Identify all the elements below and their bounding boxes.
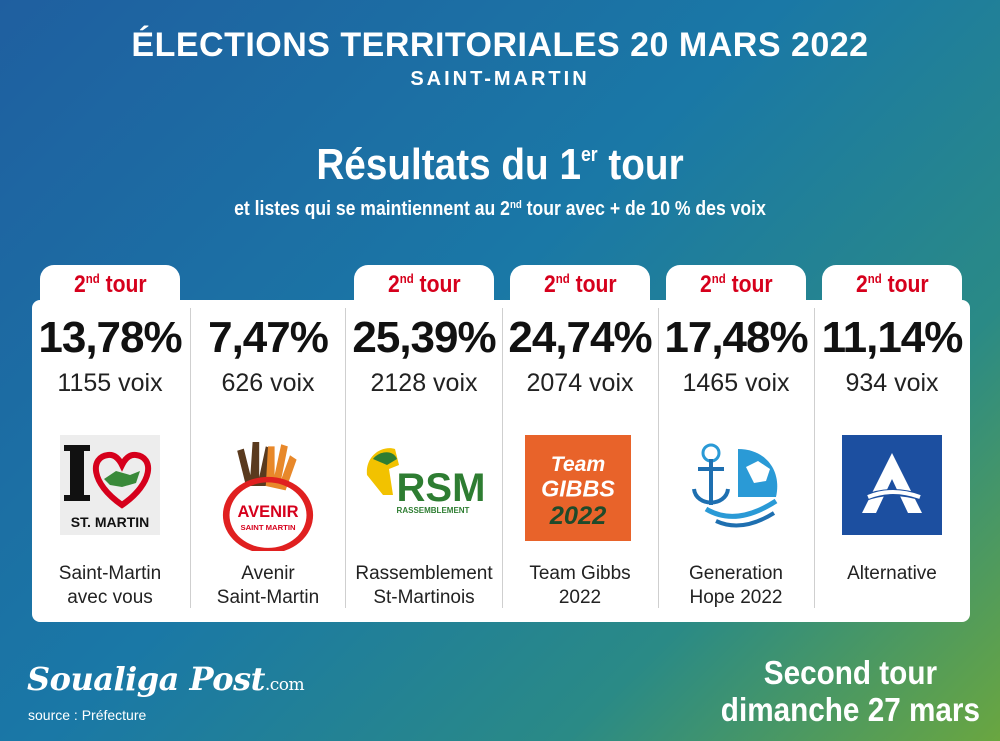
list-votes: 934 voix [845,369,939,397]
i-love-st-martin-logo: ST. MARTIN [60,435,160,535]
generation-hope-logo [692,443,778,528]
list-percentage: 25,39% [352,313,496,362]
list-votes: 2074 voix [526,369,634,397]
results-title: Résultats du 1er tour [316,140,684,189]
team-gibbs-logo: Team GIBBS 2022 [525,435,631,541]
list-votes: 2128 voix [370,369,478,397]
list-percentage: 7,47% [208,313,329,362]
list-column: 2nd tour 25,39% 2128 voix RSM RASSEMBLEM… [346,265,502,622]
list-name: Rassemblement St-Martinois [355,563,493,608]
column-divider [814,308,815,608]
source-note: source : Préfecture [28,707,147,723]
alternative-logo [842,435,942,535]
list-column: 2nd tour 11,14% 934 voix Alternative [814,265,970,622]
list-votes: 1465 voix [682,369,790,397]
list-name: Team Gibbs 2022 [529,563,631,608]
list-column: 2nd tour 13,78% 1155 voix ST. MARTIN Sai… [32,265,188,622]
svg-text:RSM: RSM [397,466,486,510]
column-divider [190,308,191,608]
list-column: 2nd tour 24,74% 2074 voix Team GIBBS 202… [502,265,658,622]
results-subtitle: et listes qui se maintiennent au 2nd tou… [234,198,766,220]
second-tour-tab: 2nd tour [354,265,494,305]
list-name: Saint-Martin avec vous [58,563,162,608]
svg-text:ST. MARTIN: ST. MARTIN [71,514,150,530]
list-name: Generation Hope 2022 [688,563,783,608]
svg-text:2022: 2022 [549,502,607,530]
list-percentage: 13,78% [38,313,182,362]
list-name: Alternative [847,563,937,584]
svg-text:RASSEMBLEMENT: RASSEMBLEMENT [397,506,470,515]
list-name: Avenir Saint-Martin [216,563,320,608]
second-tour-tab: 2nd tour [822,265,962,305]
list-votes: 626 voix [221,369,315,397]
list-percentage: 24,74% [508,313,652,362]
list-column: 7,47% 626 voix AVENIR SAINT MARTIN Aveni… [190,265,346,622]
svg-text:SAINT MARTIN: SAINT MARTIN [240,523,296,532]
rsm-logo: RSM RASSEMBLEMENT [366,448,486,515]
list-votes: 1155 voix [57,369,163,397]
svg-text:AVENIR: AVENIR [237,503,298,521]
svg-text:GIBBS: GIBBS [541,475,615,501]
column-divider [658,308,659,608]
column-divider [345,308,346,608]
soualiga-post-logo: Soualiga Post.com [27,660,305,698]
second-tour-tab: 2nd tour [510,265,650,305]
second-tour-tab: 2nd tour [666,265,806,305]
second-tour-date: Second tour dimanche 27 mars [720,654,980,728]
list-percentage: 17,48% [664,313,808,362]
header-subtitle: SAINT-MARTIN [410,68,590,90]
column-divider [502,308,503,608]
second-tour-tab: 2nd tour [40,265,180,305]
avenir-saint-martin-logo: AVENIR SAINT MARTIN [222,442,314,551]
header-title: ÉLECTIONS TERRITORIALES 20 MARS 2022 [131,26,869,64]
results-panel [32,300,970,622]
svg-text:Team: Team [551,453,606,476]
list-column: 2nd tour 17,48% 1465 voix Generation Hope… [658,265,814,622]
list-percentage: 11,14% [821,313,964,362]
